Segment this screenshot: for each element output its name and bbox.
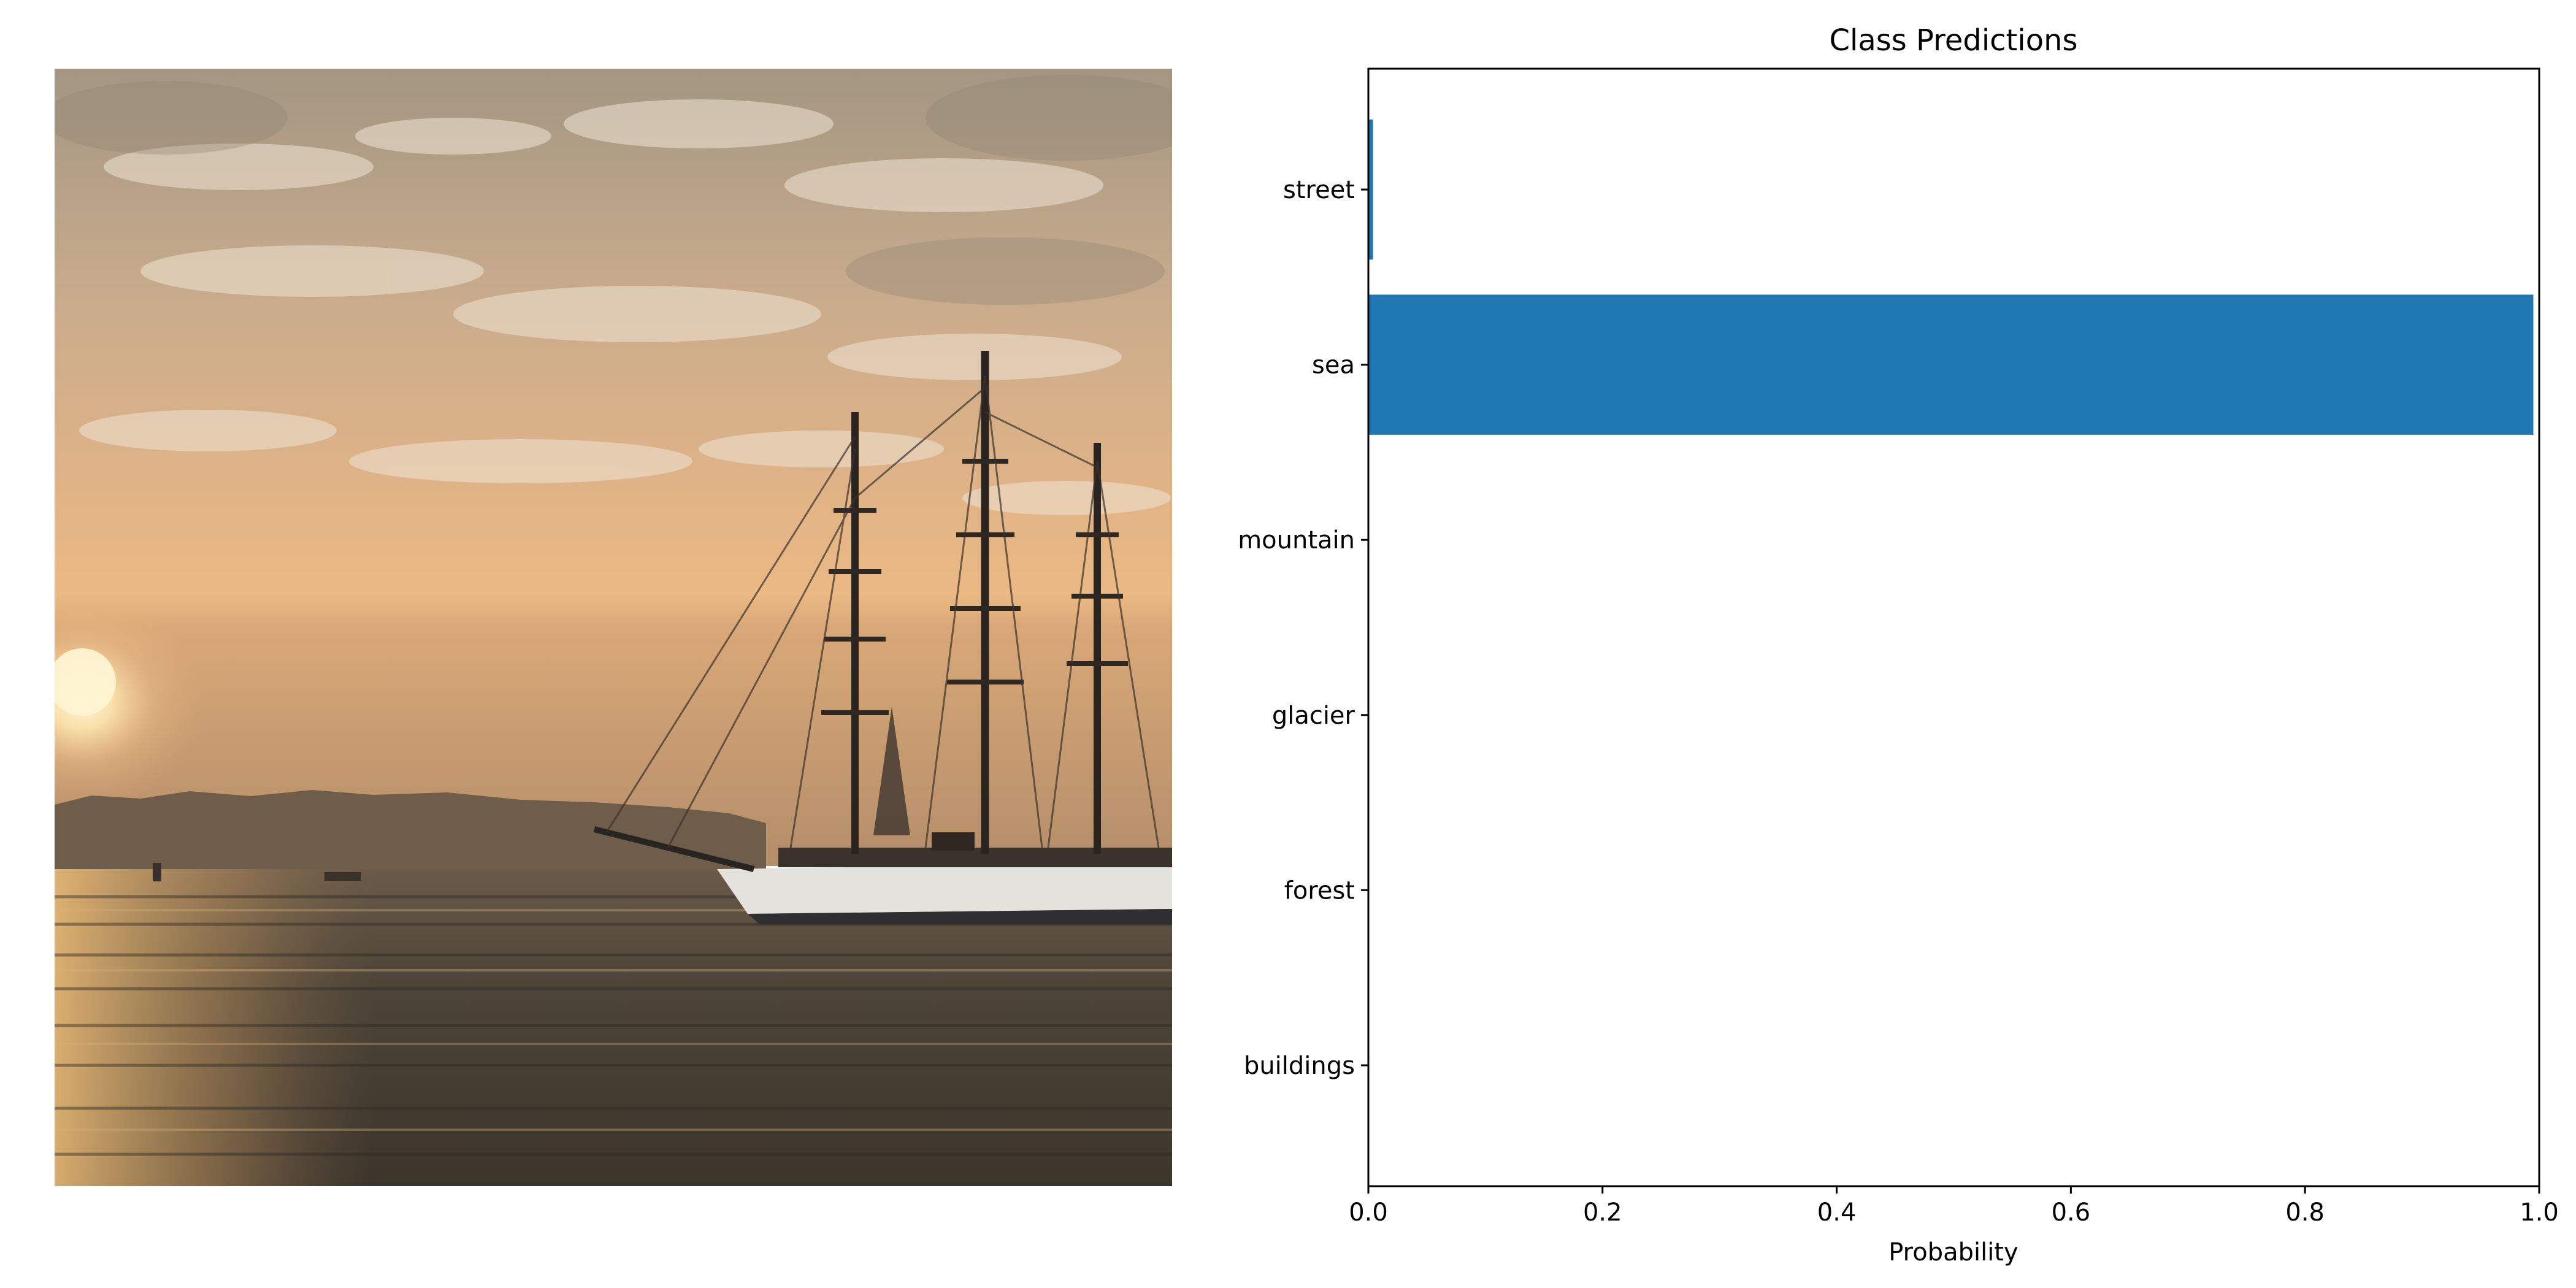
bars-group (1368, 119, 2534, 435)
small-boat (324, 872, 361, 881)
y-tick-label: glacier (1272, 702, 1355, 730)
sun-reflection (55, 869, 374, 1186)
y-tick-label: forest (1284, 876, 1355, 905)
y-tick-label: buildings (1244, 1052, 1355, 1080)
input-image (55, 69, 1172, 1186)
y-tick-label: sea (1312, 351, 1355, 380)
x-axis-label: Probability (1888, 1238, 2018, 1267)
x-tick-label: 0.4 (1817, 1198, 1857, 1227)
bar-sea (1368, 294, 2534, 435)
water-ripples (55, 895, 1172, 1156)
x-tick-label: 0.0 (1349, 1198, 1388, 1227)
ship-deck (778, 848, 1172, 867)
rigging (605, 375, 1160, 848)
ship-cabin (932, 832, 975, 851)
buoy (153, 863, 161, 881)
x-tick-label: 0.2 (1583, 1198, 1622, 1227)
ship-hull (717, 863, 1172, 914)
y-axis-ticks: buildings forest glacier mountain sea street (1238, 176, 1368, 1080)
x-axis-ticks: 0.0 0.2 0.4 0.6 0.8 1.0 (1349, 1186, 2559, 1227)
distant-land (55, 790, 766, 873)
x-tick-label: 0.6 (2052, 1198, 2091, 1227)
y-tick-label: street (1283, 176, 1355, 204)
ship-hull-shadow (748, 909, 1172, 924)
clouds (79, 99, 1171, 515)
plot-frame (1367, 67, 2540, 1187)
x-tick-label: 0.8 (2285, 1198, 2325, 1227)
chart-title: Class Predictions (1830, 23, 2078, 58)
stay-sail (873, 707, 910, 835)
x-tick-label: 1.0 (2520, 1198, 2559, 1227)
bar-street (1368, 119, 1373, 260)
sun (55, 648, 116, 716)
sailing-ship-photo (55, 69, 1172, 1186)
y-tick-label: mountain (1238, 526, 1355, 554)
sailing-ship (593, 351, 1172, 924)
dark-clouds (55, 75, 1172, 305)
bowsprit (593, 826, 755, 872)
